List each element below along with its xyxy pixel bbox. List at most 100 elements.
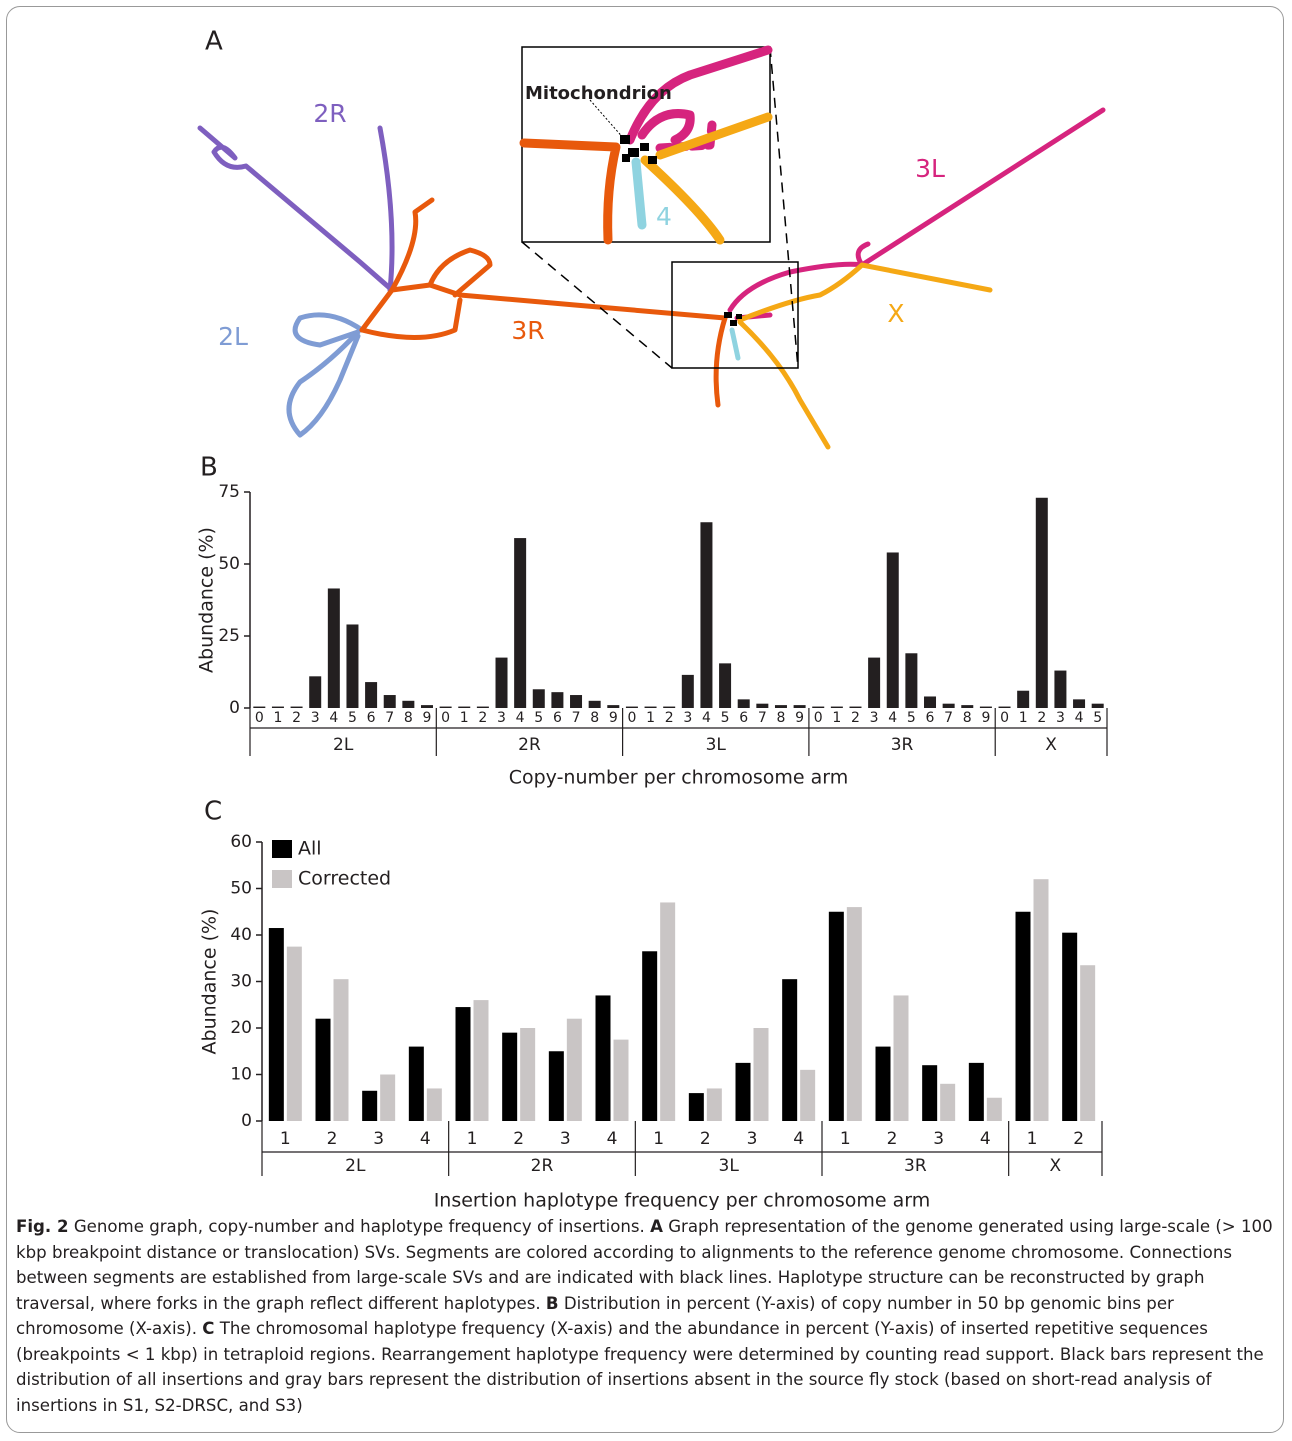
bar	[980, 707, 992, 708]
bar	[868, 658, 880, 708]
x-tick-label: 3	[497, 710, 506, 726]
x-tick-label: 3	[683, 710, 692, 726]
x-tick-label: 6	[367, 710, 376, 726]
bar	[427, 1088, 442, 1121]
y-tick-label: 0	[229, 698, 240, 718]
genome-graph: 2R 2L 3R 3L X 4 Mitochondrion	[200, 47, 1103, 447]
bar	[894, 995, 909, 1121]
bar	[334, 979, 349, 1121]
x-tick-label: 8	[777, 710, 786, 726]
x-tick-label: 4	[1075, 710, 1084, 726]
bar	[924, 696, 936, 708]
figure: A 2R 2L 3R 3L X 4 Mitochondri	[0, 0, 1292, 1210]
group-label: 2R	[531, 1156, 554, 1176]
bar	[309, 676, 321, 708]
group-label: 2R	[518, 735, 541, 755]
x-tick-label: 6	[553, 710, 562, 726]
group-label: 3R	[891, 735, 914, 755]
bar	[551, 692, 563, 708]
bar	[812, 707, 824, 708]
bar	[800, 1070, 815, 1121]
bar	[775, 705, 787, 708]
bar	[567, 1019, 582, 1121]
x-tick-label: 1	[1027, 1129, 1038, 1149]
x-tick-label: 8	[590, 710, 599, 726]
bar	[365, 682, 377, 708]
bar	[1062, 933, 1077, 1121]
bar	[1016, 912, 1031, 1121]
bar	[782, 979, 797, 1121]
caption-key: B	[546, 1294, 559, 1313]
x-tick-label: 3	[560, 1129, 571, 1149]
x-tick-label: 4	[888, 710, 897, 726]
x-tick-label: 2	[665, 710, 674, 726]
bar	[440, 707, 452, 708]
bar	[689, 1093, 704, 1121]
bar	[362, 1091, 377, 1121]
bar	[756, 704, 768, 708]
x-tick-label: 1	[460, 710, 469, 726]
bar	[589, 701, 601, 708]
x-tick-label: 1	[653, 1129, 664, 1149]
bar	[794, 705, 806, 708]
x-tick-label: 3	[373, 1129, 384, 1149]
x-tick-label: 3	[933, 1129, 944, 1149]
y-tick-label: 20	[230, 1018, 252, 1038]
bar	[831, 707, 843, 708]
x-tick-label: 6	[739, 710, 748, 726]
x-tick-label: 5	[907, 710, 916, 726]
group-label: 2L	[333, 735, 354, 755]
y-axis-title: Abundance (%)	[196, 527, 218, 673]
x-tick-label: 5	[721, 710, 730, 726]
bar	[943, 704, 955, 708]
caption-key: A	[650, 1217, 663, 1236]
group-label: 3L	[706, 735, 727, 755]
bar	[496, 658, 508, 708]
y-tick-label: 60	[230, 832, 252, 852]
bar	[987, 1098, 1002, 1121]
x-tick-label: 1	[646, 710, 655, 726]
bar	[905, 653, 917, 708]
x-axis-title: Insertion haplotype frequency per chromo…	[434, 1190, 931, 1211]
y-tick-label: 50	[230, 879, 252, 899]
x-tick-label: 2	[327, 1129, 338, 1149]
x-tick-label: 2	[1037, 710, 1046, 726]
bar	[626, 707, 638, 708]
bar	[596, 995, 611, 1121]
bar	[614, 1040, 629, 1121]
x-tick-label: 0	[255, 710, 264, 726]
chromosome-label: 3L	[915, 154, 945, 183]
x-tick-label: 7	[385, 710, 394, 726]
bar	[474, 1000, 489, 1121]
x-tick-label: 1	[273, 710, 282, 726]
x-tick-label: 2	[887, 1129, 898, 1149]
bar	[719, 663, 731, 708]
x-tick-label: 7	[758, 710, 767, 726]
bar	[272, 707, 284, 708]
x-tick-label: 9	[609, 710, 618, 726]
bar	[642, 951, 657, 1121]
legend-label: All	[298, 838, 322, 860]
bar	[269, 928, 284, 1121]
bar	[887, 552, 899, 708]
x-tick-label: 4	[793, 1129, 804, 1149]
caption: Fig. 2 Genome graph, copy-number and hap…	[16, 1214, 1278, 1418]
bar	[969, 1063, 984, 1121]
x-tick-label: 1	[467, 1129, 478, 1149]
y-axis-title: Abundance (%)	[199, 909, 221, 1055]
group-label: X	[1045, 735, 1057, 755]
bar	[1080, 965, 1095, 1121]
x-tick-label: 3	[870, 710, 879, 726]
bar	[409, 1047, 424, 1121]
x-tick-label: 0	[441, 710, 450, 726]
bar	[700, 522, 712, 708]
bar	[849, 707, 861, 708]
bar	[316, 1019, 331, 1121]
bar	[660, 902, 675, 1121]
x-tick-label: 4	[516, 710, 525, 726]
x-tick-label: 8	[404, 710, 413, 726]
x-tick-label: 5	[348, 710, 357, 726]
bar	[736, 1063, 751, 1121]
bar	[922, 1065, 937, 1121]
x-tick-label: 2	[292, 710, 301, 726]
